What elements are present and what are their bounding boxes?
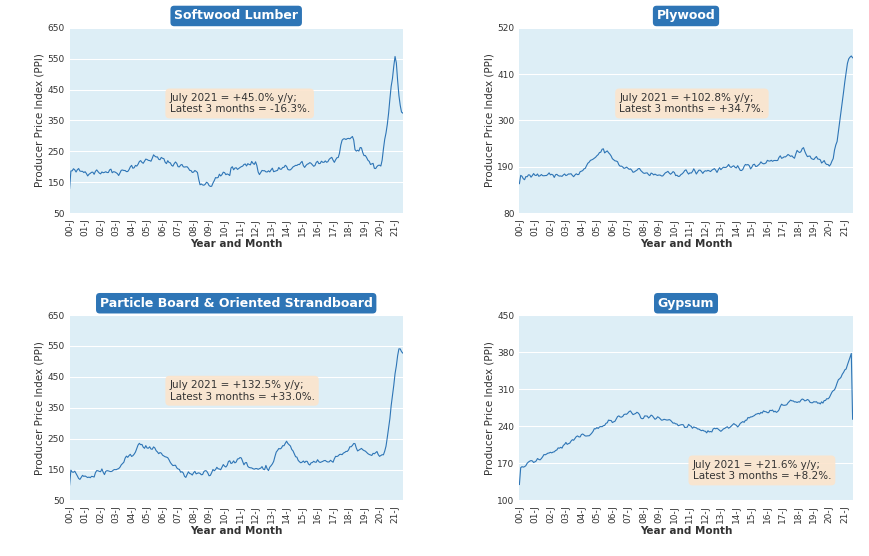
Y-axis label: Producer Price Index (PPI): Producer Price Index (PPI) [35, 341, 44, 475]
Y-axis label: Producer Price Index (PPI): Producer Price Index (PPI) [484, 341, 494, 475]
Title: Softwood Lumber: Softwood Lumber [174, 9, 298, 22]
X-axis label: Year and Month: Year and Month [189, 239, 282, 249]
Title: Plywood: Plywood [656, 9, 714, 22]
X-axis label: Year and Month: Year and Month [189, 526, 282, 536]
Text: July 2021 = +132.5% y/y;
Latest 3 months = +33.0%.: July 2021 = +132.5% y/y; Latest 3 months… [169, 380, 315, 401]
X-axis label: Year and Month: Year and Month [639, 239, 732, 249]
Text: July 2021 = +102.8% y/y;
Latest 3 months = +34.7%.: July 2021 = +102.8% y/y; Latest 3 months… [619, 93, 764, 115]
Title: Gypsum: Gypsum [657, 297, 713, 310]
Text: July 2021 = +21.6% y/y;
Latest 3 months = +8.2%.: July 2021 = +21.6% y/y; Latest 3 months … [692, 460, 830, 481]
Y-axis label: Producer Price Index (PPI): Producer Price Index (PPI) [484, 53, 494, 187]
Y-axis label: Producer Price Index (PPI): Producer Price Index (PPI) [35, 53, 44, 187]
X-axis label: Year and Month: Year and Month [639, 526, 732, 536]
Title: Particle Board & Oriented Strandboard: Particle Board & Oriented Strandboard [100, 297, 372, 310]
Text: July 2021 = +45.0% y/y;
Latest 3 months = -16.3%.: July 2021 = +45.0% y/y; Latest 3 months … [169, 93, 309, 115]
